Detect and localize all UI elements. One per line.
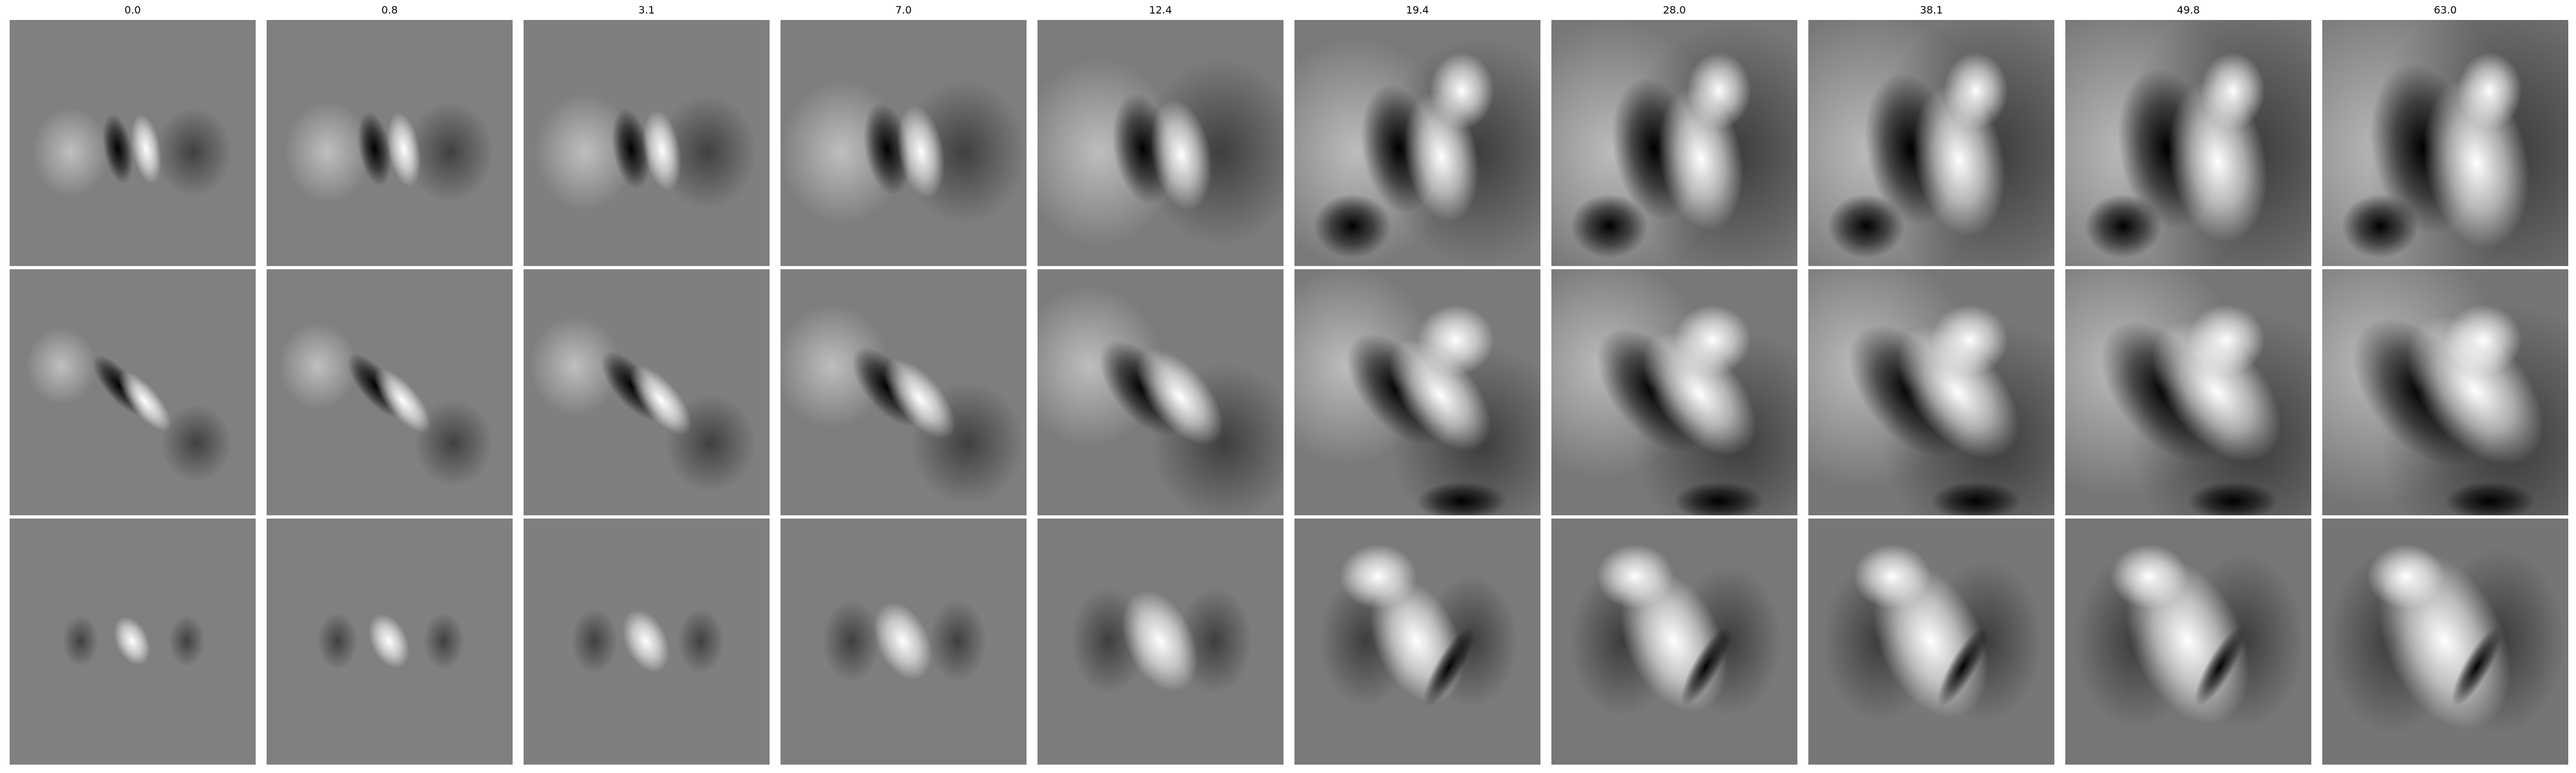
filter-panel-r1-c0 xyxy=(10,269,256,515)
filter-image xyxy=(32,107,232,197)
filter-panel-r2-c5 xyxy=(1294,519,1540,765)
filter-panel-r1-c4 xyxy=(1037,269,1283,515)
filter-image xyxy=(1294,36,1540,266)
filter-image xyxy=(284,101,494,203)
filter-image xyxy=(62,615,205,667)
filter-panel-r2-c2 xyxy=(524,519,770,765)
filter-image xyxy=(2065,20,2311,266)
column-title-6: 28.0 xyxy=(1663,4,1686,16)
filter-image xyxy=(1808,269,2054,515)
column-title-7: 38.1 xyxy=(1920,4,1943,16)
filter-image xyxy=(2074,544,2304,729)
filter-panel-r1-c8 xyxy=(2065,269,2311,515)
filter-image xyxy=(781,304,1024,505)
column-title-2: 3.1 xyxy=(638,4,655,16)
filter-panel-r0-c9 xyxy=(2322,20,2568,266)
filter-image xyxy=(1569,544,1781,716)
filter-panel-r0-c6 xyxy=(1551,20,1797,266)
filter-panel-r0-c0 xyxy=(10,20,256,266)
filter-panel-r0-c7 xyxy=(1808,20,2054,266)
filter-panel-r0-c5 xyxy=(1294,20,1540,266)
filter-panel-r1-c3 xyxy=(781,269,1027,515)
filter-image xyxy=(822,600,987,682)
filter-image xyxy=(529,316,756,493)
filter-panel-r1-c9 xyxy=(2322,269,2568,515)
filter-panel-r2-c7 xyxy=(1808,519,2054,765)
filter-panel-r0-c2 xyxy=(524,20,770,266)
filter-panel-r2-c0 xyxy=(10,519,256,765)
filter-panel-r0-c8 xyxy=(2065,20,2311,266)
filter-panel-r2-c8 xyxy=(2065,519,2311,765)
column-title-9: 63.0 xyxy=(2434,4,2457,16)
filter-image xyxy=(26,327,232,482)
filter-panel-r2-c1 xyxy=(267,519,513,765)
filter-panel-r1-c6 xyxy=(1551,269,1797,515)
filter-image xyxy=(317,612,464,670)
filter-image xyxy=(781,80,1026,224)
filter-image xyxy=(278,322,493,487)
column-title-5: 19.4 xyxy=(1406,4,1429,16)
column-title-0: 0.0 xyxy=(124,4,141,16)
filter-panel-r1-c2 xyxy=(524,269,770,515)
filter-panel-r2-c3 xyxy=(781,519,1027,765)
filter-panel-r2-c6 xyxy=(1551,519,1797,765)
filter-image xyxy=(1822,544,2043,723)
filter-panel-r0-c1 xyxy=(267,20,513,266)
filter-panel-r2-c4 xyxy=(1037,519,1283,765)
filter-image xyxy=(2327,544,2565,735)
filter-panel-r1-c1 xyxy=(267,269,513,515)
filter-panel-r0-c4 xyxy=(1037,20,1283,266)
column-title-3: 7.0 xyxy=(895,4,912,16)
filter-image xyxy=(535,93,757,211)
filter-image xyxy=(2322,269,2568,515)
filter-image xyxy=(2065,269,2311,515)
filter-image xyxy=(1037,58,1283,246)
column-title-1: 0.8 xyxy=(381,4,398,16)
filter-panel-r1-c7 xyxy=(1808,269,2054,515)
filter-image xyxy=(1808,20,2054,266)
filter-image xyxy=(1319,544,1518,707)
column-title-8: 49.8 xyxy=(2177,4,2200,16)
filter-image xyxy=(1070,587,1253,695)
filter-image xyxy=(1294,269,1540,515)
column-title-4: 12.4 xyxy=(1149,4,1172,16)
filter-image xyxy=(2322,20,2568,266)
filter-image xyxy=(571,607,724,674)
filter-panel-r1-c5 xyxy=(1294,269,1540,515)
filter-image xyxy=(1551,20,1797,266)
filter-panel-r0-c3 xyxy=(781,20,1027,266)
filter-image xyxy=(1551,269,1797,515)
filter-image xyxy=(1037,285,1283,515)
filter-panel-r2-c9 xyxy=(2322,519,2568,765)
